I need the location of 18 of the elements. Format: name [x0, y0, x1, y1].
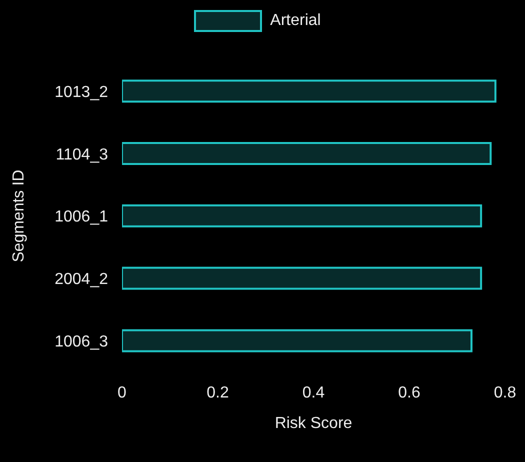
- y-axis-title: Segments ID: [10, 170, 28, 262]
- bar: [122, 204, 482, 228]
- legend-label: Arterial: [270, 12, 321, 30]
- y-tick-label: 1104_3: [56, 146, 108, 164]
- y-tick-label: 2004_2: [54, 271, 108, 288]
- x-tick-label: 0: [118, 384, 127, 402]
- x-tick-label: 0.2: [206, 384, 229, 402]
- y-tick-label: 1006_3: [54, 333, 108, 350]
- x-axis-title: Risk Score: [274, 415, 352, 432]
- x-tick-label: 0.6: [398, 384, 420, 402]
- x-tick-label: 0.4: [302, 384, 325, 402]
- bar: [122, 266, 482, 290]
- bar: [122, 329, 472, 352]
- y-tick-label: 1006_1: [54, 208, 108, 226]
- bar: [122, 142, 492, 165]
- bar: [122, 80, 496, 103]
- y-tick-label: 1013_2: [54, 84, 108, 101]
- x-tick-label: 0.8: [494, 384, 516, 402]
